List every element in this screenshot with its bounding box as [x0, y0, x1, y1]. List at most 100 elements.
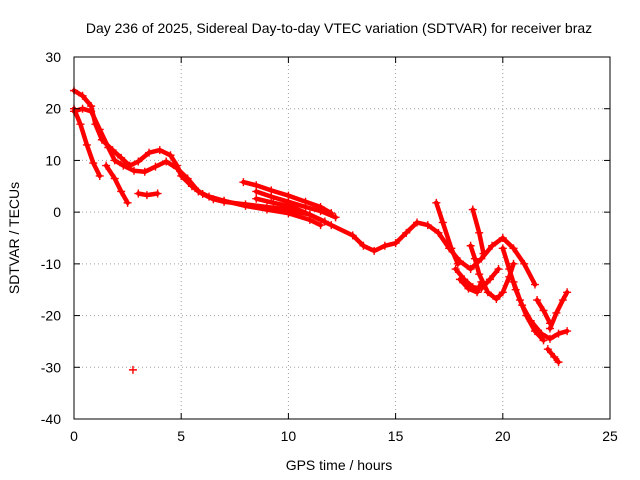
- data-point: [359, 241, 368, 250]
- data-point: [128, 365, 137, 374]
- data-point: [142, 191, 151, 200]
- data-point: [87, 107, 96, 116]
- data-point: [110, 156, 119, 165]
- x-tick-label: 5: [177, 428, 185, 444]
- data-point: [155, 146, 164, 155]
- data-point: [269, 198, 278, 207]
- data-point: [153, 189, 162, 198]
- x-tick-label: 20: [495, 428, 511, 444]
- data-point: [466, 265, 475, 274]
- y-tick-label: 10: [45, 152, 61, 168]
- series-trace: [103, 163, 130, 206]
- data-point: [119, 161, 128, 170]
- y-axis-label: SDTVAR / TECUs: [6, 182, 22, 294]
- data-point: [145, 148, 154, 157]
- data-point: [284, 209, 293, 218]
- data-point: [370, 246, 379, 255]
- data-point: [479, 249, 488, 258]
- data-point: [327, 221, 336, 230]
- series-4: [102, 161, 132, 207]
- data-point: [391, 239, 400, 248]
- y-tick-label: -40: [41, 411, 61, 427]
- data-point: [509, 277, 518, 286]
- data-point: [477, 277, 486, 286]
- data-point: [134, 157, 143, 166]
- data-point: [468, 205, 477, 214]
- data-point: [453, 259, 462, 268]
- data-point: [470, 254, 479, 263]
- data-point: [530, 327, 539, 336]
- data-point: [447, 244, 456, 253]
- data-point: [413, 218, 422, 227]
- series-trace: [457, 277, 484, 295]
- data-point: [82, 140, 91, 149]
- series-9: [432, 198, 462, 268]
- data-point: [455, 275, 464, 284]
- data-point: [520, 259, 529, 268]
- series-13: [468, 205, 488, 258]
- data-point: [252, 187, 261, 196]
- data-point: [550, 352, 559, 361]
- series-trace: [253, 189, 338, 220]
- y-tick-label: 30: [45, 49, 61, 65]
- data-point: [194, 187, 203, 196]
- series-trace: [547, 290, 570, 331]
- y-tick-label: 0: [53, 204, 61, 220]
- data-point: [533, 296, 542, 305]
- series-19: [128, 365, 137, 374]
- data-point: [316, 207, 325, 216]
- y-tick-label: -10: [41, 256, 61, 272]
- data-point: [95, 171, 104, 180]
- series-2: [70, 104, 325, 230]
- data-point: [473, 288, 482, 297]
- series-15: [509, 277, 548, 345]
- data-point: [554, 358, 563, 367]
- data-point: [205, 192, 214, 201]
- data-point: [539, 336, 548, 345]
- data-point: [509, 244, 518, 253]
- data-point: [483, 288, 492, 297]
- plot-frame: [73, 56, 611, 420]
- data-point: [130, 166, 139, 175]
- data-point: [76, 120, 85, 129]
- data-point: [498, 288, 507, 297]
- series-7: [252, 187, 340, 222]
- data-point: [485, 275, 494, 284]
- data-point: [492, 295, 501, 304]
- data-point: [316, 221, 325, 230]
- data-point: [252, 194, 261, 203]
- data-point: [89, 159, 98, 168]
- data-point: [515, 296, 524, 305]
- data-point: [505, 265, 514, 274]
- data-point: [267, 192, 276, 201]
- series-12: [455, 275, 486, 297]
- data-point: [117, 187, 126, 196]
- data-point: [262, 205, 271, 214]
- data-point: [288, 202, 297, 211]
- data-point: [558, 296, 567, 305]
- chart-title: Day 236 of 2025, Sidereal Day-to-day VTE…: [86, 20, 592, 36]
- data-point: [151, 162, 160, 171]
- data-point: [494, 265, 503, 274]
- data-point: [78, 91, 87, 100]
- x-tick-label: 10: [281, 428, 297, 444]
- data-point: [423, 221, 432, 230]
- data-series: [70, 86, 572, 374]
- series-18: [543, 345, 563, 367]
- data-point: [104, 143, 113, 152]
- data-point: [380, 241, 389, 250]
- data-point: [498, 234, 507, 242]
- data-point: [239, 178, 248, 187]
- data-point: [220, 196, 229, 205]
- y-tick-label: -30: [41, 359, 61, 375]
- data-point: [522, 311, 531, 320]
- y-tick-label: 20: [45, 101, 61, 117]
- data-point: [530, 280, 539, 289]
- axis-tick-labels: 0 5 10 15 20 25 -40 -30 -20 -10 0 10 20 30: [41, 49, 618, 444]
- x-tick-label: 0: [70, 428, 78, 444]
- data-point: [498, 244, 507, 253]
- data-point: [166, 151, 175, 160]
- data-point: [434, 228, 443, 237]
- data-point: [539, 306, 548, 315]
